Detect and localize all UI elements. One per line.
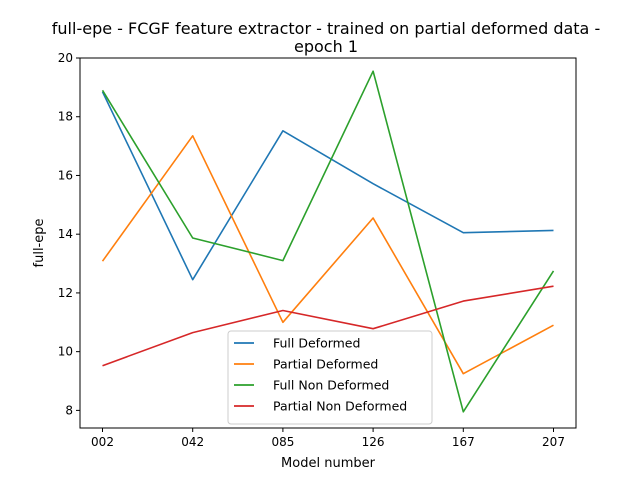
series-line-0 (103, 92, 554, 280)
x-tick-label: 126 (362, 435, 385, 449)
y-axis-label: full-epe (32, 219, 47, 268)
x-tick-label: 002 (91, 435, 114, 449)
chart-title-line2: epoch 1 (294, 37, 358, 56)
x-tick-label: 207 (542, 435, 565, 449)
y-tick-label: 18 (58, 110, 73, 124)
y-tick-label: 10 (58, 345, 73, 359)
y-tick-label: 14 (58, 227, 73, 241)
y-tick-label: 8 (65, 403, 73, 417)
x-tick-label: 085 (271, 435, 294, 449)
chart-title-line1: full-epe - FCGF feature extractor - trai… (52, 19, 600, 38)
x-axis-label: Model number (281, 456, 376, 471)
x-tick-label: 042 (181, 435, 204, 449)
legend-label: Partial Deformed (273, 357, 378, 372)
y-tick-label: 16 (58, 168, 73, 182)
x-tick-label: 167 (452, 435, 475, 449)
y-tick-label: 20 (58, 51, 73, 65)
y-tick-label: 12 (58, 286, 73, 300)
legend: Full Deformed Partial Deformed Full Non De… (228, 331, 432, 424)
legend-label: Partial Non Deformed (273, 399, 407, 414)
legend-label: Full Non Deformed (273, 378, 389, 393)
x-axis: 002 042 085 126 167 207 (91, 428, 565, 449)
y-axis: 8 10 12 14 16 18 20 (58, 51, 80, 417)
legend-label: Full Deformed (273, 336, 360, 351)
